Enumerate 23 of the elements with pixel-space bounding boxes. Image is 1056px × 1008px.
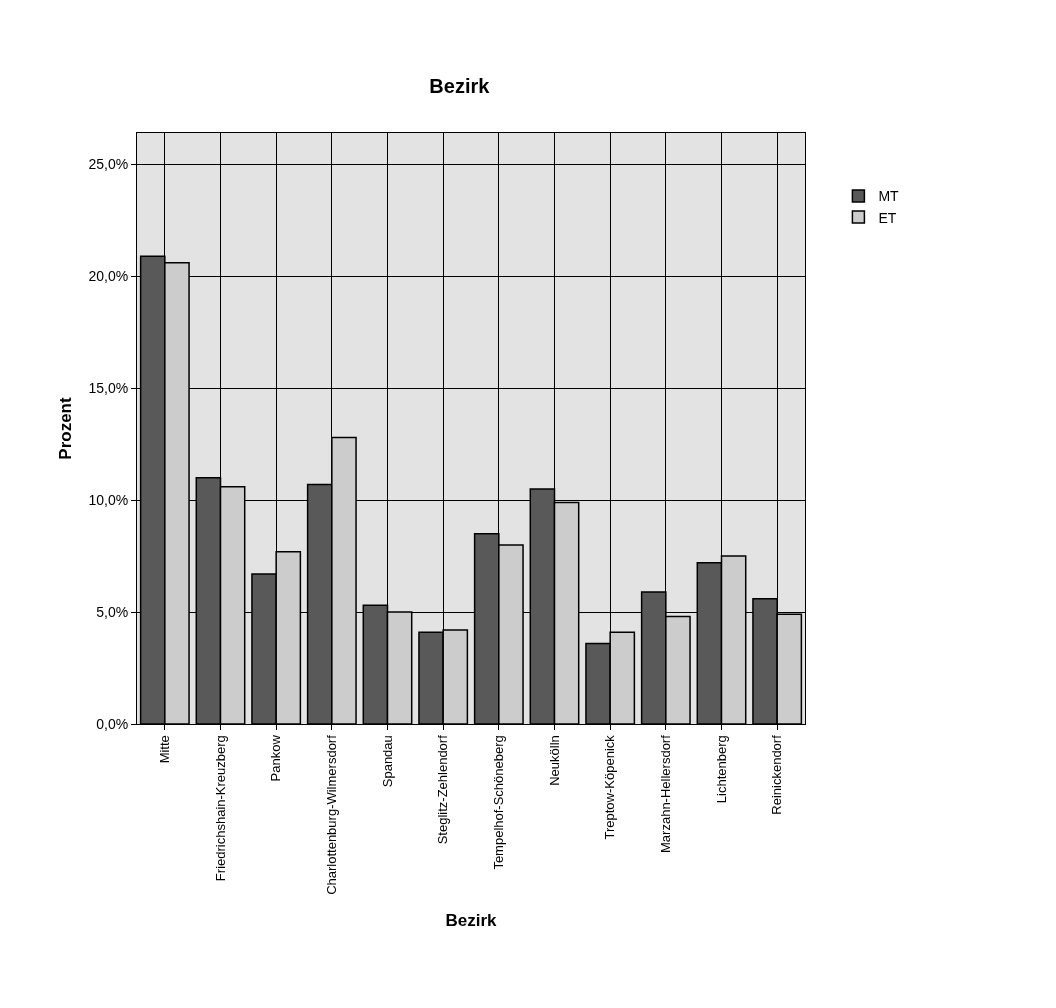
x-tick-label: Lichtenberg — [713, 735, 729, 804]
y-tick-label: 10,0% — [88, 492, 129, 509]
legend-label: MT — [878, 188, 900, 205]
x-tick-label: Tempelhof-Schöneberg — [491, 735, 507, 870]
y-axis-title: Prozent — [56, 396, 76, 460]
y-tick-label: 25,0% — [88, 156, 129, 173]
x-tick-label: Treptow-Köpenick — [602, 734, 618, 840]
x-tick-label: Mitte — [157, 735, 173, 764]
x-tick-label: Pankow — [268, 734, 284, 782]
x-tick-label: Charlottenburg-Wilmersdorf — [324, 734, 340, 895]
y-tick-label: 0,0% — [96, 715, 129, 732]
x-axis-title: Bezirk — [445, 911, 498, 931]
y-tick-label: 20,0% — [88, 268, 129, 285]
legend-label: ET — [878, 209, 897, 226]
y-tick-label: 5,0% — [96, 603, 129, 620]
chart-title: Bezirk — [429, 74, 491, 97]
x-tick-label: Steglitz-Zehlendorf — [435, 734, 451, 845]
x-tick-label: Spandau — [379, 735, 395, 788]
x-tick-label: Friedrichshain-Kreuzberg — [212, 735, 228, 882]
x-tick-label: Neukölln — [546, 735, 562, 786]
x-tick-label: Marzahn-Hellersdorf — [658, 734, 674, 853]
x-tick-label: Reinickendorf — [769, 734, 785, 815]
y-tick-label: 15,0% — [88, 380, 129, 397]
